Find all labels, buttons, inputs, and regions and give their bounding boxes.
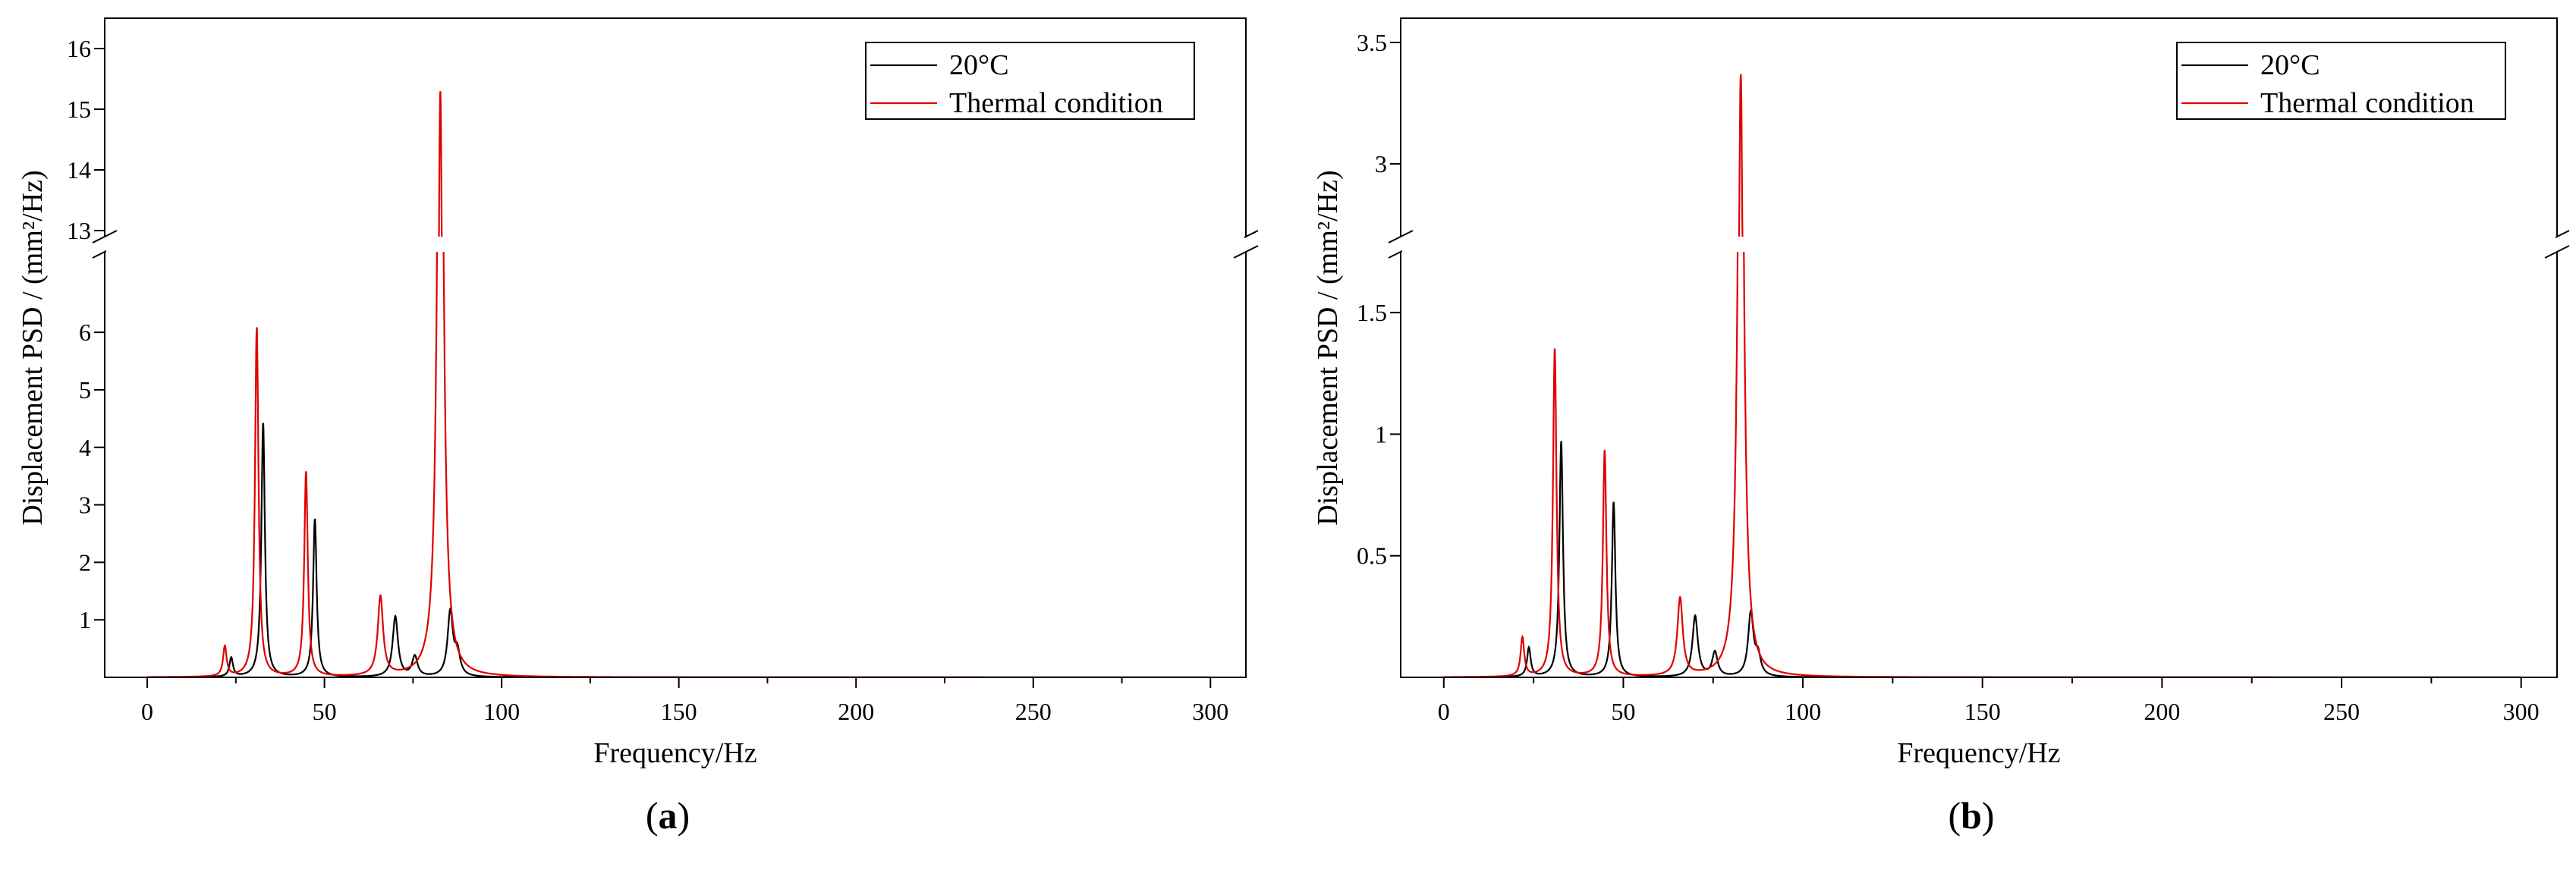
- series-line-red: [1443, 74, 2521, 677]
- axis-break-mark: [1388, 230, 1414, 243]
- legend-label: Thermal condition: [2260, 87, 2474, 119]
- axis-break-mark: [1233, 245, 1259, 259]
- series-line-red: [147, 91, 1211, 677]
- y-tick-label: 4: [79, 434, 91, 461]
- legend-label: 20°C: [949, 49, 1009, 81]
- y-tick-label: 1: [79, 606, 91, 633]
- panel-label: (a): [646, 794, 690, 837]
- x-tick-label: 100: [1785, 698, 1821, 725]
- x-tick-label: 150: [1964, 698, 2001, 725]
- panel-label: (b): [1948, 794, 1994, 837]
- axis-break-mark: [2544, 245, 2570, 259]
- x-tick-label: 300: [1192, 698, 1228, 725]
- y-tick-label: 3.5: [1357, 29, 1387, 56]
- x-tick-label: 200: [2144, 698, 2180, 725]
- series-line-black: [147, 422, 1211, 677]
- y-tick-label: 1.5: [1357, 299, 1387, 326]
- y-tick-label: 5: [79, 376, 91, 404]
- x-tick-label: 50: [313, 698, 337, 725]
- x-tick-label: 0: [141, 698, 153, 725]
- legend-label: Thermal condition: [949, 87, 1163, 119]
- y-tick-label: 3: [1375, 150, 1387, 177]
- x-tick-label: 100: [483, 698, 520, 725]
- y-tick-label: 14: [67, 156, 91, 184]
- plot-frame: [1400, 17, 2558, 678]
- legend-box: [865, 42, 1195, 120]
- y-tick-label: 13: [67, 217, 91, 244]
- panel-label-letter: b: [1961, 794, 1982, 837]
- y-tick-label: 0.5: [1357, 542, 1387, 570]
- y-tick-label: 16: [67, 35, 91, 62]
- legend: 20°C Thermal condition: [865, 42, 1195, 120]
- y-axis-title: Displacement PSD / (mm²/Hz): [17, 170, 49, 525]
- x-tick-label: 300: [2503, 698, 2540, 725]
- y-tick-label: 6: [79, 319, 91, 346]
- plot-break-band: [106, 237, 1244, 252]
- axis-break-mark: [92, 230, 118, 243]
- y-axis-title: Displacement PSD / (mm²/Hz): [1312, 170, 1344, 525]
- panel-b: 0 50 100 150 200 250 300 0.5 1 1.5 3 3.5 Frequency/H…: [1312, 17, 2570, 837]
- y-tick-label: 15: [67, 96, 91, 123]
- legend-label: 20°C: [2260, 49, 2320, 81]
- x-tick-label: 50: [1611, 698, 1635, 725]
- x-axis-title: Frequency/Hz: [1897, 737, 2060, 769]
- panel-a: 0 50 100 150 200 250 300 1 2 3 4 5 6 13 14 15 16 Frequenc…: [17, 17, 1259, 837]
- legend: 20°C Thermal condition: [2176, 42, 2506, 120]
- x-tick-label: 250: [2323, 698, 2360, 725]
- y-tick-label: 3: [79, 492, 91, 519]
- plot-frame: [104, 17, 1247, 678]
- x-axis-title: Frequency/Hz: [593, 737, 756, 769]
- x-tick-label: 250: [1015, 698, 1052, 725]
- x-tick-label: 200: [838, 698, 874, 725]
- panel-label-letter: a: [659, 794, 678, 837]
- y-tick-label: 1: [1375, 420, 1387, 448]
- x-tick-label: 150: [661, 698, 697, 725]
- legend-box: [2176, 42, 2506, 120]
- x-tick-label: 0: [1438, 698, 1450, 725]
- series-line-black: [1443, 441, 2521, 677]
- y-tick-label: 2: [79, 548, 91, 576]
- plot-break-band: [1402, 237, 2556, 252]
